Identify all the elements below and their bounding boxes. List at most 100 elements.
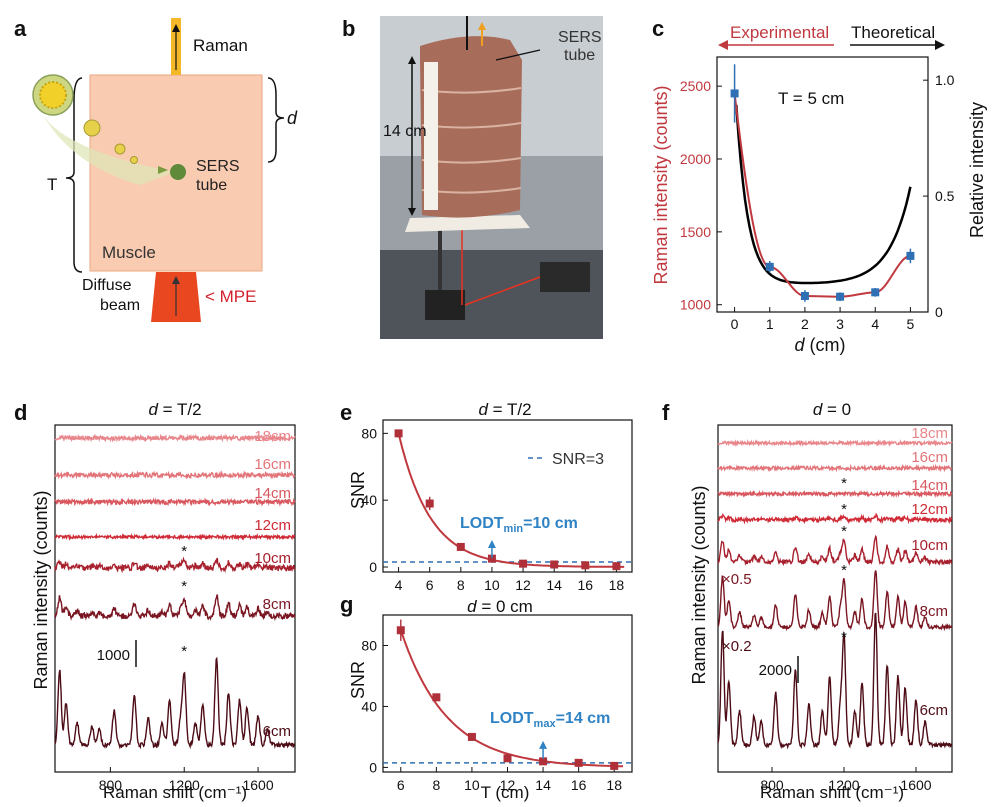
f-asterisk: *	[841, 475, 847, 492]
nanoparticle-small-icon	[114, 143, 126, 155]
e-data-point	[581, 561, 590, 570]
ruler	[424, 62, 438, 210]
g-title: d = 0 cm	[467, 597, 533, 616]
panel-label-a: a	[14, 16, 27, 41]
g-x-tick-label: 16	[571, 777, 587, 793]
g-y-tick-label: 80	[361, 637, 377, 653]
f-x-tick-label: 1600	[900, 777, 931, 793]
muscle-slices	[421, 87, 522, 194]
e-x-tick-label: 8	[457, 577, 465, 593]
f-x-tick-label: 1200	[828, 777, 859, 793]
panel-a: a Raman d T SERS tube Muscle Diffuse bea…	[14, 16, 298, 322]
beam-label-line1: Diffuse	[82, 277, 132, 294]
sers-tube-label-line1: SERS	[196, 158, 240, 175]
photo-platform	[405, 215, 530, 232]
f-title: d = 0	[813, 400, 851, 419]
d-asterisk: *	[181, 578, 187, 595]
f-multiplier-6cm: ×0.2	[722, 638, 752, 655]
f-series-label: 12cm	[911, 501, 948, 518]
beam-label-line2: beam	[100, 297, 140, 314]
f-spectrum-16cm	[717, 463, 953, 473]
c-x-tick-label: 3	[836, 316, 844, 332]
g-data-point	[503, 754, 512, 763]
f-ylabel: Raman intensity (counts)	[689, 485, 709, 684]
g-x-tick-label: 14	[535, 777, 551, 793]
c-y-tick-label: 2000	[680, 151, 711, 167]
d-x-tick-label: 1600	[242, 777, 273, 793]
g-y-tick-label: 0	[369, 759, 377, 775]
theoretical-label: Theoretical	[851, 23, 935, 42]
beam-arrowhead	[172, 276, 180, 284]
experimental-label: Experimental	[730, 23, 829, 42]
e-data-point	[425, 499, 434, 508]
f-series-label: 16cm	[911, 449, 948, 466]
c-plot-frame	[716, 56, 929, 313]
d-symbol: d	[287, 108, 298, 128]
c-y-tick-label: 2500	[680, 78, 711, 94]
d-spectrum-6cm	[54, 656, 296, 750]
trajectory-trail	[40, 110, 175, 185]
e-data-point	[394, 429, 403, 438]
d-series-label: 14cm	[254, 485, 291, 502]
e-legend-label: SNR=3	[552, 451, 604, 468]
c-data-point	[906, 251, 915, 260]
muscle-label: Muscle	[102, 243, 156, 262]
panel-d: d d = T/2 Raman intensity (counts) Raman…	[14, 400, 296, 802]
panel-f: f d = 0 Raman intensity (counts) Raman s…	[662, 400, 953, 802]
e-annotation: LODTmin=10 cm	[460, 515, 578, 535]
d-spectrum-12cm	[54, 532, 296, 541]
d-plot-frame	[54, 424, 296, 773]
height-arrowhead-top	[408, 56, 416, 64]
f-x-tick-label: 800	[760, 777, 784, 793]
g-data-point	[467, 732, 476, 741]
f-multiplier-8cm: ×0.5	[722, 571, 752, 588]
photo-sers-label-line1: SERS	[558, 29, 602, 46]
panel-label-f: f	[662, 400, 670, 425]
trajectory-arrowhead	[158, 166, 168, 174]
experimental-arrowhead	[718, 40, 728, 50]
nanoparticle-medium-icon	[83, 119, 101, 137]
g-x-tick-label: 10	[464, 777, 480, 793]
c-data-point	[836, 292, 845, 301]
c-experimental-curve	[733, 93, 911, 298]
nanoparticle-tiny-icon	[130, 156, 138, 164]
sers-pointer	[495, 49, 541, 61]
c-xlabel: d (cm)	[795, 335, 846, 355]
f-spectrum-12cm	[717, 512, 953, 525]
d-asterisk: *	[181, 543, 187, 560]
d-series-label: 16cm	[254, 456, 291, 473]
e-data-point	[519, 559, 528, 568]
height-arrowhead-bottom	[408, 208, 416, 216]
f-spectrum-8cm	[717, 570, 953, 632]
photo-sers-label-line2: tube	[564, 47, 595, 64]
e-data-point	[456, 542, 465, 551]
d-scale-bar-label: 1000	[97, 647, 130, 664]
e-y-tick-label: 80	[361, 425, 377, 441]
c-theoretical-curve	[735, 104, 912, 285]
sers-tube-dot	[170, 164, 186, 180]
c-x-tick-label: 1	[766, 316, 774, 332]
g-x-tick-label: 12	[500, 777, 516, 793]
f-plot-frame	[717, 424, 953, 773]
t-symbol: T	[47, 175, 57, 194]
panel-label-g: g	[340, 592, 353, 617]
d-spectrum-14cm	[54, 497, 296, 507]
f-scale-bar-label: 2000	[759, 662, 792, 679]
c-y2label: Relative intensity	[967, 102, 987, 238]
g-data-point	[539, 757, 548, 766]
f-asterisk: *	[841, 629, 847, 646]
f-asterisk: *	[841, 523, 847, 540]
panel-label-d: d	[14, 400, 27, 425]
d-series-label: 10cm	[254, 550, 291, 567]
theoretical-arrowhead	[935, 40, 945, 50]
e-x-tick-label: 14	[546, 577, 562, 593]
g-x-tick-label: 18	[606, 777, 622, 793]
g-annotation: LODTmax=14 cm	[490, 710, 610, 730]
c-data-point	[765, 262, 774, 271]
f-series-label: 10cm	[911, 537, 948, 554]
e-title: d = T/2	[478, 400, 531, 419]
c-x-tick-label: 2	[801, 316, 809, 332]
c-y2-tick-label: 0	[935, 304, 943, 320]
g-lodt-arrowhead	[539, 740, 548, 749]
nanoparticle-core-icon	[39, 81, 67, 109]
